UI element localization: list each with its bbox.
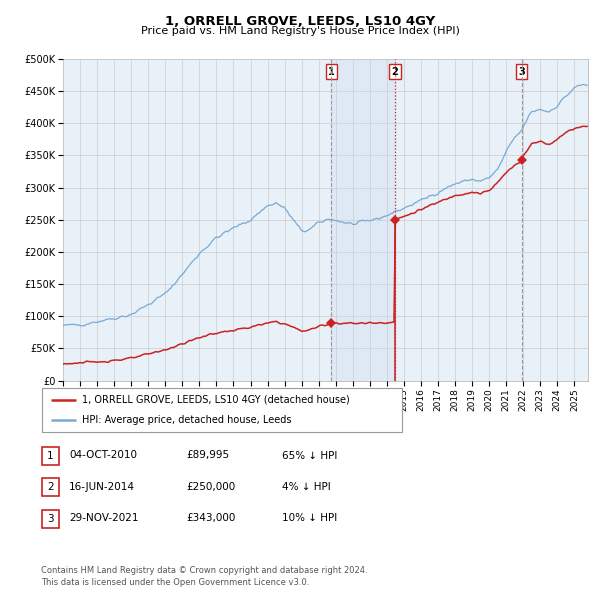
Text: Contains HM Land Registry data © Crown copyright and database right 2024.
This d: Contains HM Land Registry data © Crown c…: [41, 566, 367, 587]
Text: 1: 1: [328, 67, 335, 77]
Text: 3: 3: [47, 514, 54, 523]
FancyBboxPatch shape: [42, 388, 402, 432]
Text: HPI: Average price, detached house, Leeds: HPI: Average price, detached house, Leed…: [82, 415, 291, 425]
Text: £343,000: £343,000: [186, 513, 235, 523]
Text: 29-NOV-2021: 29-NOV-2021: [69, 513, 139, 523]
Text: 10% ↓ HPI: 10% ↓ HPI: [282, 513, 337, 523]
Text: 3: 3: [518, 67, 525, 77]
Text: £89,995: £89,995: [186, 451, 229, 460]
Text: 65% ↓ HPI: 65% ↓ HPI: [282, 451, 337, 460]
Text: 1, ORRELL GROVE, LEEDS, LS10 4GY: 1, ORRELL GROVE, LEEDS, LS10 4GY: [165, 15, 435, 28]
Text: 4% ↓ HPI: 4% ↓ HPI: [282, 482, 331, 491]
Text: 04-OCT-2010: 04-OCT-2010: [69, 451, 137, 460]
Text: 16-JUN-2014: 16-JUN-2014: [69, 482, 135, 491]
Text: 2: 2: [391, 67, 398, 77]
Bar: [331, 59, 395, 381]
Text: £250,000: £250,000: [186, 482, 235, 491]
Text: 1, ORRELL GROVE, LEEDS, LS10 4GY (detached house): 1, ORRELL GROVE, LEEDS, LS10 4GY (detach…: [82, 395, 349, 405]
Text: Price paid vs. HM Land Registry's House Price Index (HPI): Price paid vs. HM Land Registry's House …: [140, 26, 460, 36]
Text: 2: 2: [47, 483, 54, 492]
FancyBboxPatch shape: [42, 478, 59, 496]
FancyBboxPatch shape: [42, 510, 59, 527]
Text: 1: 1: [47, 451, 54, 461]
FancyBboxPatch shape: [42, 447, 59, 465]
